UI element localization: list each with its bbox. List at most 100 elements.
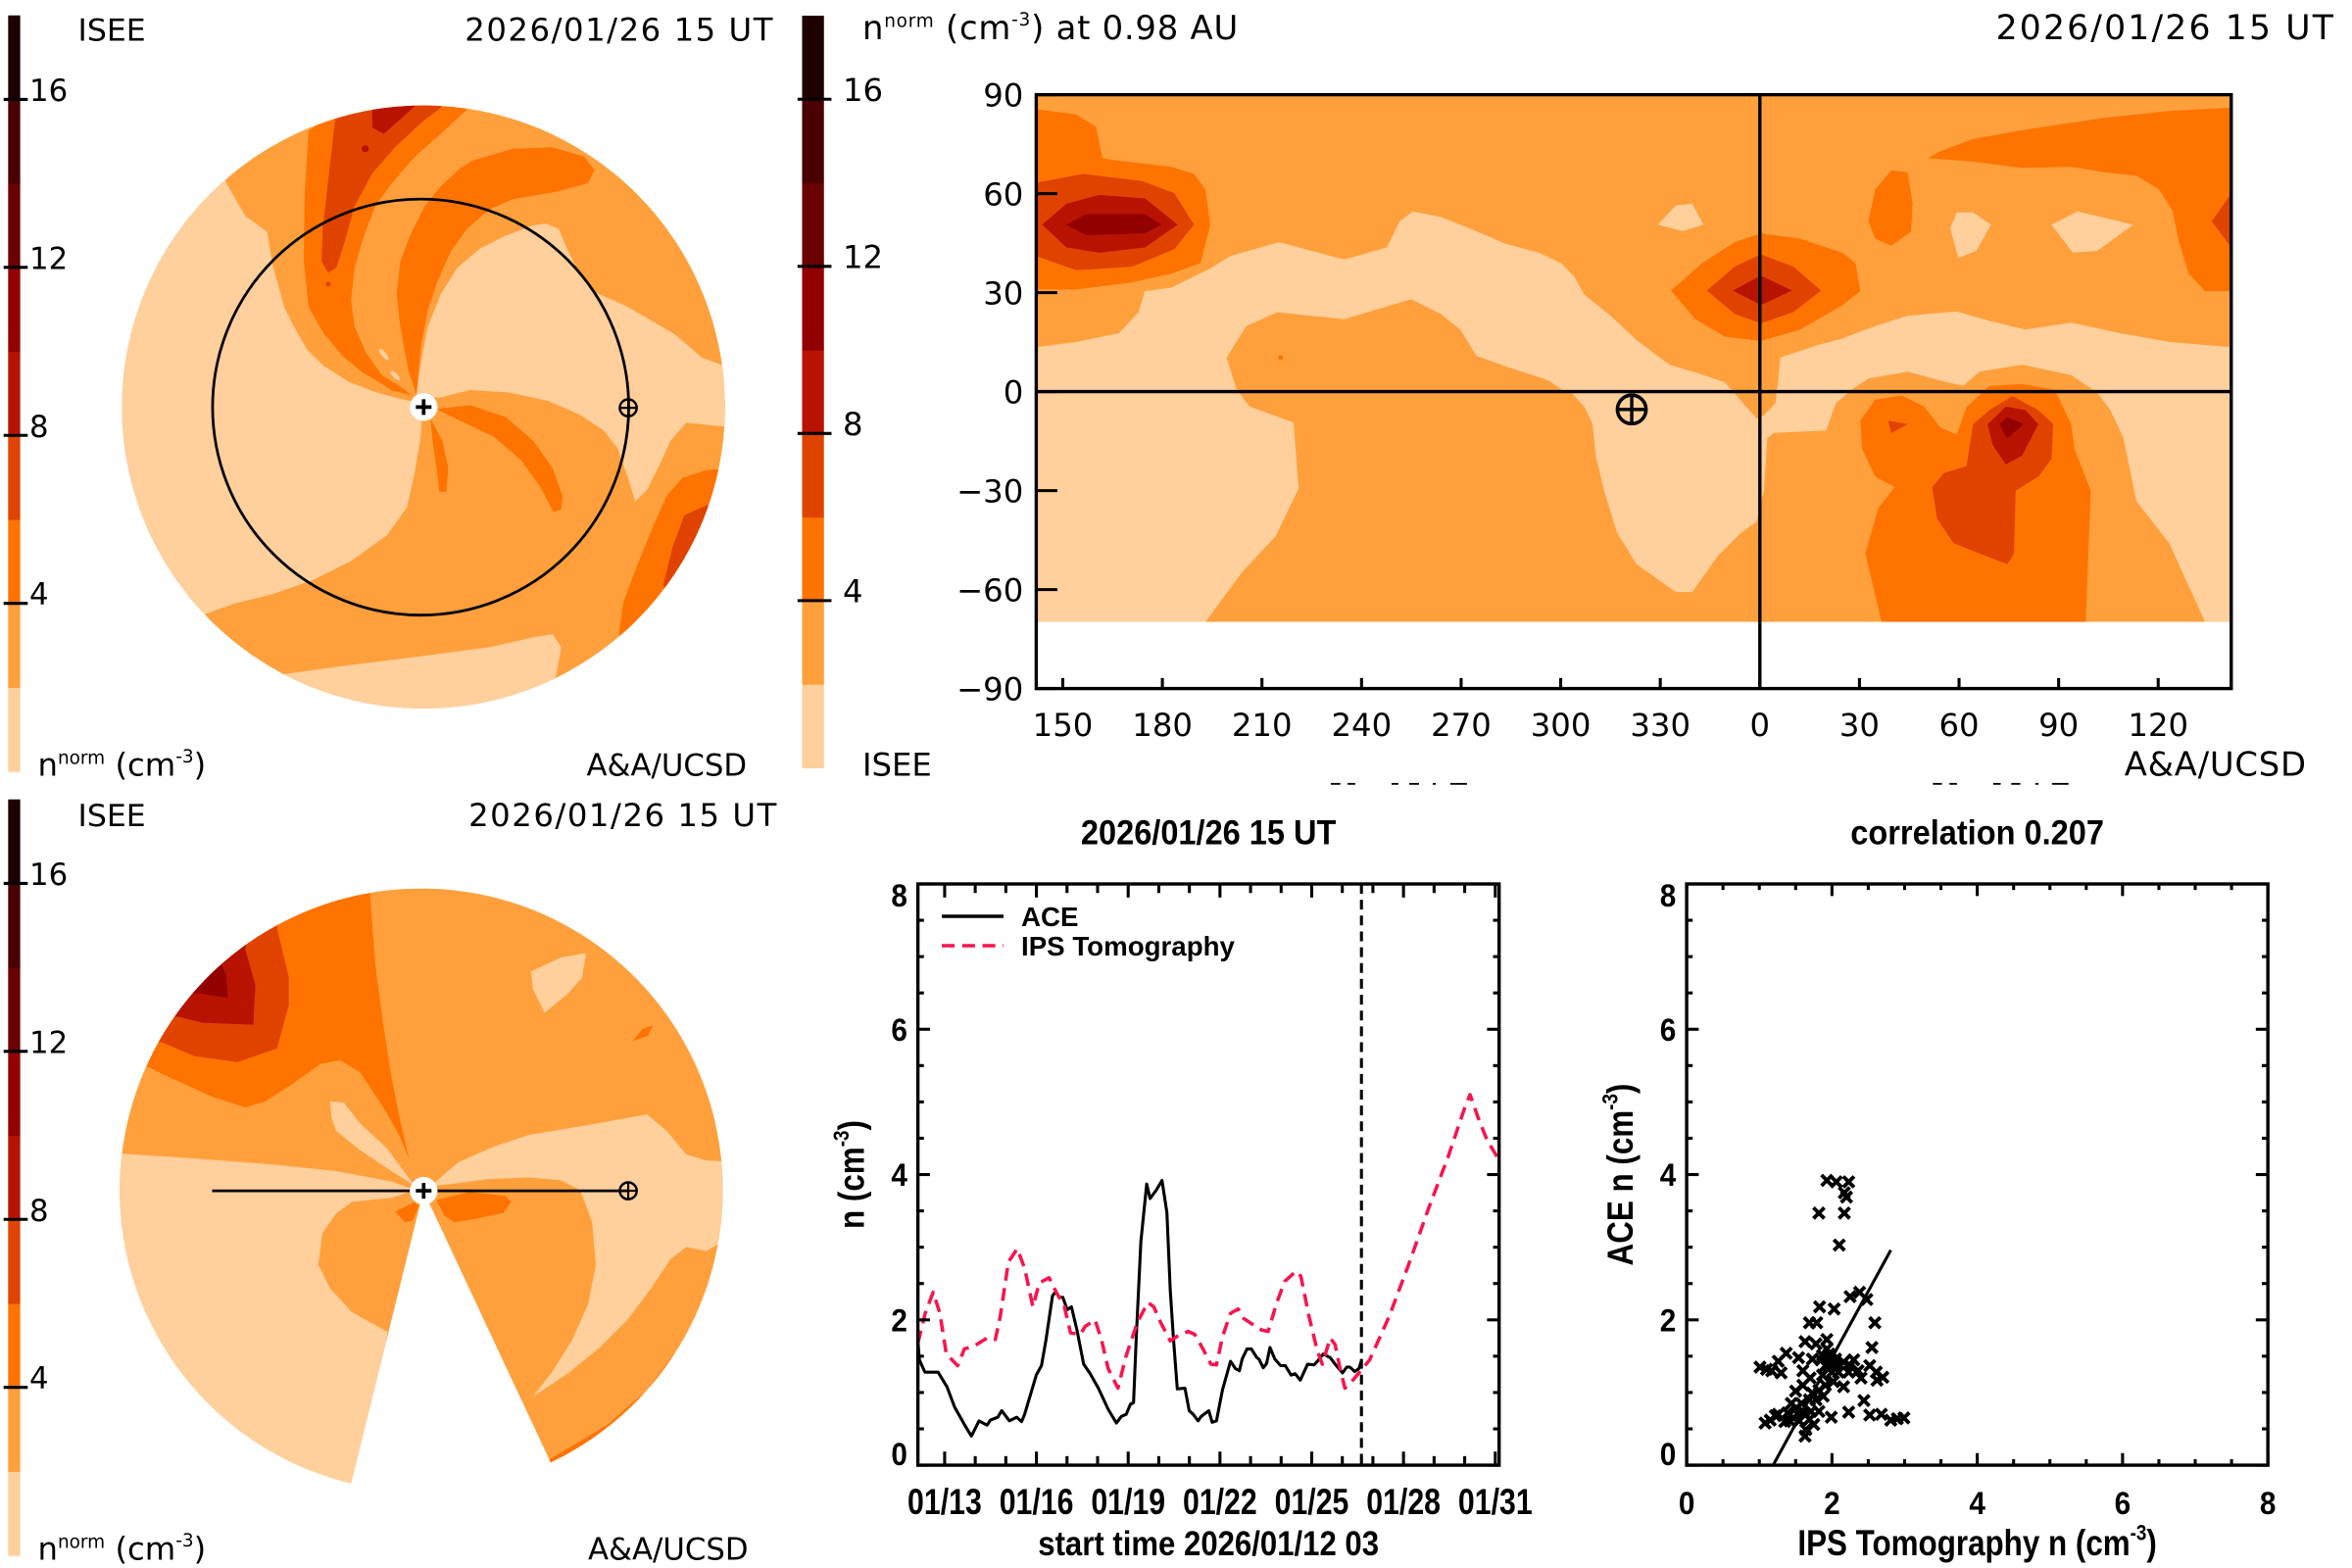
map-lon-tick-label: 180 [1132,707,1193,744]
quantity-symbol-sup: norm [58,1532,105,1552]
map-lat-tick-label: 60 [983,175,1023,213]
contour-level-region [1950,212,1991,259]
scatter-chart: correlation 0.207 0 2 4 6 8 0 2 4 6 8 IPS Tomograph… [1598,813,2276,1563]
quantity-unit-close: ) [194,747,207,784]
x-tick-label: 4 [1969,1486,1985,1521]
scatter-point [1806,1417,1821,1432]
map-lon-tick-label: 60 [1938,707,1979,744]
x-tick-label: 0 [1679,1486,1695,1521]
scatter-point [1841,1175,1856,1189]
scatter-point [1826,1374,1840,1389]
meridional-source-label: ISEE [78,799,146,834]
contour-level-region [1657,203,1704,231]
map-lon-tick-label: 300 [1531,707,1592,744]
contour-level-region [122,105,422,650]
scatter-point [1824,1410,1838,1425]
series-layer [917,1093,1499,1438]
quantity-symbol-sup: norm [884,12,934,32]
contour-level-region [378,348,389,361]
meridional-timestamp: 2026/01/26 15 UT [468,797,778,834]
colorbar-band [8,1302,21,1389]
colorbar-band [802,433,824,518]
scatter-point [1841,1365,1856,1380]
contour-level-region [1999,416,2025,439]
colorbar-band [802,600,824,685]
y-tick-label: 0 [891,1437,907,1472]
colorbar-band [802,516,824,602]
scatter-point [1814,1352,1829,1367]
map-lon-tick-label: 210 [1232,707,1293,744]
colorbar-band [8,1471,21,1556]
contour-level-region [430,418,449,492]
colorbar-band [802,350,824,434]
contour-level-region [120,888,228,999]
y-tick-label: 8 [1660,878,1677,913]
colorbar-band [8,1051,21,1137]
colorbar-band [802,684,824,768]
colorbar-tick-label: 12 [29,241,68,276]
map-lon-tick-label: 330 [1630,707,1690,744]
colorbar-band [802,182,824,268]
colorbar-tick-label: 16 [29,74,68,109]
legend-label: IPS Tomography [1021,931,1236,961]
quantity-unit-sup: -3 [175,1531,193,1551]
x-tick-label: 2 [1824,1486,1840,1521]
colorbar-tick-label: 4 [843,572,863,610]
scatter-point [1820,1342,1835,1356]
contour-level-region [1036,211,2231,622]
map-title-distance: at 0.98 AU [1045,9,1239,47]
scatter-point [1791,1350,1806,1365]
contour-level-region [120,888,256,1025]
map-lon-tick-label: 120 [2128,707,2188,744]
x-tick-label: 01/31 [1458,1482,1533,1523]
scatter-point [1841,1405,1856,1419]
scatter-point [1764,1363,1779,1378]
contour-level-region [325,281,331,287]
map-lat-tick-label: 90 [983,76,1023,114]
scatter-point [1829,1360,1842,1374]
scatter-point [1839,1190,1854,1204]
synoptic-map-panel: 16 12 8 4 nnorm (cm-3) at 0.98 AU 2026/01/2… [797,9,2333,785]
colorbar-band [8,351,21,436]
quantity-symbol: n [862,9,884,47]
colorbar-band [8,267,21,353]
scatter-point [1837,1380,1851,1394]
scatter-point [1829,1175,1843,1189]
y-axis-label: ACE n (cm-3) [1598,1084,1642,1266]
scatter-point [1758,1416,1773,1430]
colorbar-tick-label: 8 [843,406,863,443]
colorbar-tick-label: 4 [29,577,49,612]
map-lat-tick-label: −30 [956,472,1023,510]
scatter-point [1795,1378,1810,1393]
colorbar-band [802,266,824,351]
y-tick-label: 8 [891,878,907,913]
map-source-label: ISEE [862,747,932,784]
contour-level-region [1733,275,1792,306]
colorbar-band [8,1387,21,1472]
series-line-ips-tomography [917,1093,1499,1391]
quantity-unit-sup: -3 [175,747,193,767]
ecliptic-quantity-label: nnorm (cm-3) [37,747,206,784]
x-tick-label: 01/19 [1091,1482,1165,1523]
scatter-point [1870,1373,1885,1388]
contour-level-region [416,223,725,502]
scatter-point [1812,1205,1826,1220]
colorbar-band [8,1135,21,1220]
legend-entry-ips-tomography: IPS Tomography [942,931,1236,961]
colorbar-band [8,518,21,605]
earth-icon [618,1181,638,1200]
colorbar-tick-label: 4 [29,1361,49,1396]
earth-icon [618,398,638,417]
contour-level-region [2051,211,2133,253]
meridional-colorbar: 16 12 8 4 [3,799,68,1556]
contour-level-region [1066,214,1162,235]
colorbar-tick-label: 16 [29,858,68,893]
meridional-view-panel: 16 12 8 4 ISEE 2026/01/26 15 UT [3,797,778,1568]
y-tick-label: 6 [1660,1012,1677,1048]
ecliptic-colorbar: 16 12 8 4 [3,15,68,772]
quantity-unit-close: ) [194,1531,207,1568]
y-tick-label: 6 [891,1012,907,1048]
x-tick-label: 01/13 [907,1482,982,1523]
x-axis-label: start time 2026/01/12 03 [1038,1525,1379,1563]
